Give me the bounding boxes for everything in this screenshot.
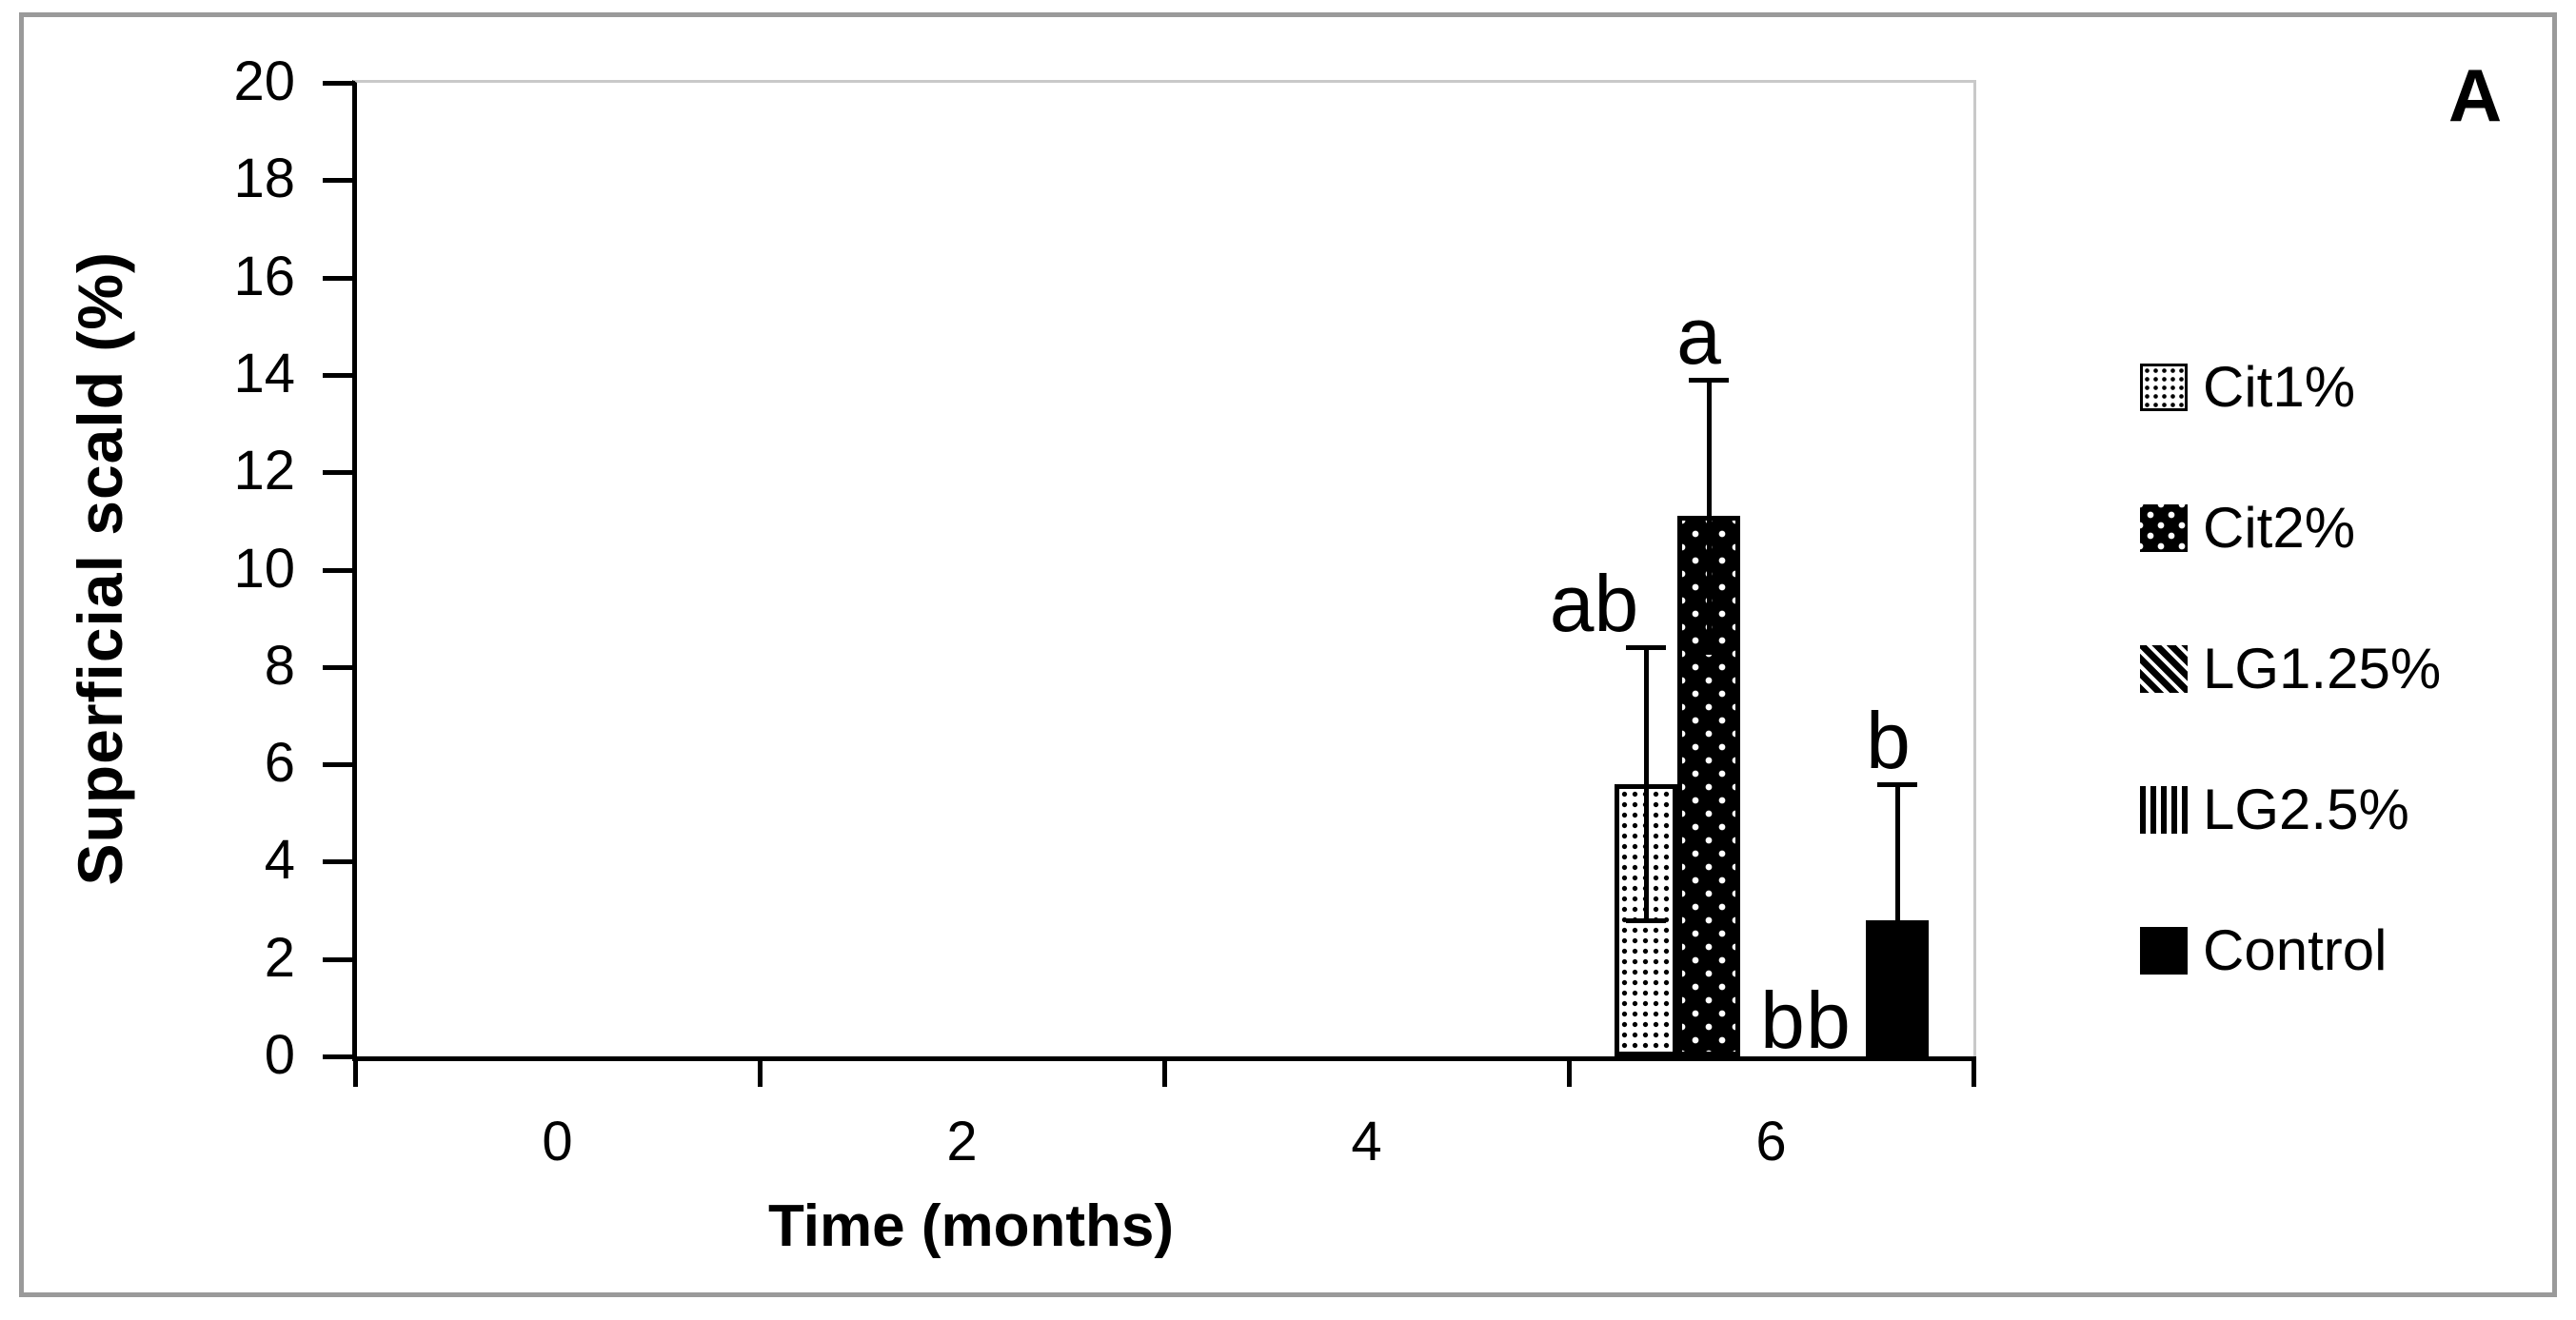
- significance-letter: a: [1676, 291, 1721, 381]
- error-bar-cap-bottom: [1688, 650, 1729, 656]
- error-bar-cap-top: [1688, 378, 1729, 383]
- legend-swatch-diagonal-hatch-icon: [2140, 645, 2188, 693]
- error-bar-cap-top: [1625, 645, 1666, 651]
- x-tick-mark: [1972, 1056, 1976, 1087]
- significance-letter: b: [1866, 695, 1911, 785]
- y-tick-label: 12: [233, 440, 295, 502]
- y-tick-label: 16: [233, 245, 295, 307]
- y-tick-mark: [323, 762, 355, 768]
- x-tick-label: 6: [1755, 1111, 1787, 1172]
- y-tick-label: 20: [233, 50, 295, 112]
- x-tick-label: 0: [542, 1111, 573, 1172]
- legend-label: LG2.5%: [2203, 778, 2409, 841]
- error-bar-cap-bottom: [1876, 1054, 1917, 1059]
- legend-swatch-dot-dark-icon: [2140, 504, 2188, 552]
- y-tick-mark: [323, 372, 355, 378]
- legend-label: Cit1%: [2203, 355, 2356, 419]
- y-tick-mark: [323, 470, 355, 476]
- y-tick-mark: [323, 567, 355, 573]
- y-tick-mark: [323, 275, 355, 281]
- legend-swatch-dot-light-icon: [2140, 364, 2188, 411]
- x-tick-mark: [353, 1056, 358, 1087]
- legend: Cit1% Cit2% LG1.25% LG2.5% Control: [2140, 355, 2442, 1064]
- y-tick-label: 14: [233, 342, 295, 404]
- error-bar-line: [1706, 380, 1712, 653]
- y-tick-label: 10: [233, 537, 295, 600]
- legend-item-cit2: Cit2%: [2140, 496, 2441, 560]
- y-axis-title-text: Superficial scald (%): [65, 250, 135, 886]
- legend-item-lg125: LG1.25%: [2140, 637, 2442, 700]
- x-tick-label: 4: [1351, 1111, 1382, 1172]
- significance-letter: ab: [1549, 559, 1639, 649]
- x-axis-title: Time (months): [768, 1193, 1174, 1259]
- legend-item-cit1: Cit1%: [2140, 355, 2441, 419]
- y-tick-mark: [323, 859, 355, 865]
- y-tick-label: 8: [264, 634, 295, 697]
- error-bar-cap-bottom: [1625, 917, 1666, 923]
- y-axis-title: Superficial scald (%): [43, 80, 157, 1056]
- error-bar-line: [1643, 647, 1649, 920]
- error-bar-cap-top: [1876, 781, 1917, 787]
- y-tick-label: 2: [264, 926, 295, 989]
- y-tick-mark: [323, 81, 355, 86]
- legend-swatch-solid-icon: [2140, 927, 2188, 975]
- y-tick-mark: [323, 956, 355, 962]
- y-tick-mark: [323, 1054, 355, 1059]
- error-bar-line: [1894, 783, 1900, 1056]
- legend-item-lg25: LG2.5%: [2140, 778, 2441, 841]
- x-tick-label: 2: [946, 1111, 978, 1172]
- panel-label: A: [2447, 53, 2503, 137]
- y-tick-label: 0: [264, 1024, 295, 1086]
- y-tick-label: 6: [264, 732, 295, 795]
- legend-label: LG1.25%: [2203, 637, 2442, 700]
- y-tick-mark: [323, 178, 355, 184]
- legend-item-control: Control: [2140, 918, 2441, 982]
- significance-letter: b: [1760, 975, 1805, 1065]
- legend-label: Cit2%: [2203, 496, 2356, 560]
- y-tick-label: 18: [233, 148, 295, 210]
- x-tick-mark: [758, 1056, 763, 1087]
- y-tick-mark: [323, 664, 355, 670]
- legend-swatch-vertical-hatch-icon: [2140, 786, 2188, 834]
- x-tick-mark: [1567, 1056, 1572, 1087]
- legend-label: Control: [2203, 918, 2388, 982]
- significance-letter: b: [1806, 975, 1851, 1065]
- y-tick-label: 4: [264, 829, 295, 892]
- x-tick-mark: [1162, 1056, 1167, 1087]
